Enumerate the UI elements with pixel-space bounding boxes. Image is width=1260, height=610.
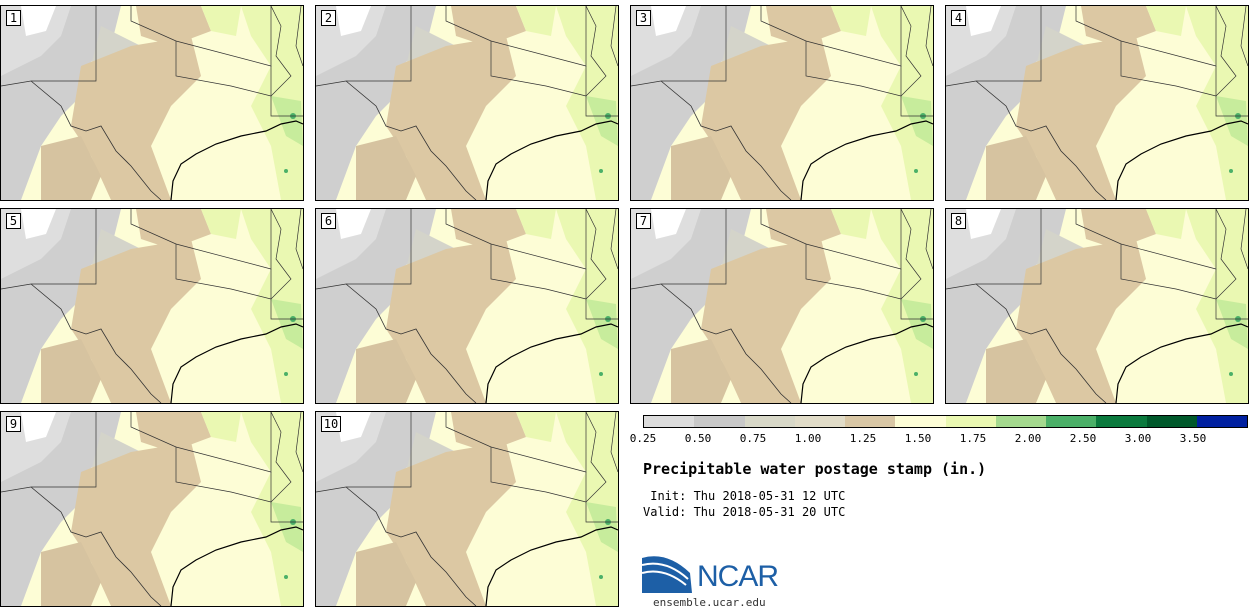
panel-3: 3 (630, 5, 934, 201)
panel-map (1, 6, 303, 200)
panel-number: 10 (321, 416, 341, 432)
valid-time: Valid: Thu 2018-05-31 20 UTC (643, 505, 846, 519)
colorbar-tick-label: 3.50 (1179, 432, 1207, 445)
ncar-logo-icon (642, 556, 692, 593)
colorbar-swatch (845, 416, 896, 427)
panel-map (1, 209, 303, 403)
panel-map (631, 209, 933, 403)
init-time: Init: Thu 2018-05-31 12 UTC (643, 489, 846, 503)
colorbar-tick-label: 1.00 (794, 432, 822, 445)
panel-10: 10 (315, 411, 619, 607)
colorbar-swatch (995, 416, 1046, 427)
panel-map (946, 209, 1248, 403)
panel-number: 5 (6, 213, 21, 229)
colorbar-swatch (1146, 416, 1197, 427)
colorbar-swatch (895, 416, 946, 427)
colorbar-tick-label: 1.75 (959, 432, 987, 445)
panel-number: 4 (951, 10, 966, 26)
panel-map (631, 6, 933, 200)
panel-7: 7 (630, 208, 934, 404)
colorbar-tick-label: 2.50 (1069, 432, 1097, 445)
colorbar-swatch (644, 416, 695, 427)
panel-number: 3 (636, 10, 651, 26)
panel-number: 6 (321, 213, 336, 229)
colorbar-tick-label: 0.75 (739, 432, 767, 445)
panel-map (1, 412, 303, 606)
colorbar-swatch (694, 416, 745, 427)
colorbar-ticks: 0.25 0.50 0.75 1.00 1.25 1.50 1.75 2.00 2.50 3.00… (630, 432, 1248, 446)
panel-number: 8 (951, 213, 966, 229)
panel-number: 1 (6, 10, 21, 26)
panel-map (946, 6, 1248, 200)
colorbar-tick-label: 1.50 (904, 432, 932, 445)
colorbar-swatch (744, 416, 795, 427)
panel-6: 6 (315, 208, 619, 404)
panel-9: 9 (0, 411, 304, 607)
logo-text: NCAR (697, 560, 779, 593)
panel-map (316, 6, 618, 200)
colorbar (643, 415, 1248, 428)
panel-8: 8 (945, 208, 1249, 404)
colorbar-swatch (794, 416, 845, 427)
panel-map (316, 209, 618, 403)
panel-number: 7 (636, 213, 651, 229)
colorbar-swatch (1096, 416, 1147, 427)
panel-number: 9 (6, 416, 21, 432)
colorbar-swatch (1046, 416, 1097, 427)
panel-map (316, 412, 618, 606)
colorbar-tick-label: 0.50 (684, 432, 712, 445)
panel-number: 2 (321, 10, 336, 26)
colorbar-tick-label: 2.00 (1014, 432, 1042, 445)
panel-1: 1 (0, 5, 304, 201)
colorbar-swatch (1196, 416, 1247, 427)
panel-5: 5 (0, 208, 304, 404)
panel-4: 4 (945, 5, 1249, 201)
colorbar-tick-label: 0.25 (629, 432, 657, 445)
panel-2: 2 (315, 5, 619, 201)
colorbar-tick-label: 1.25 (849, 432, 877, 445)
colorbar-tick-label: 3.00 (1124, 432, 1152, 445)
page-title: Precipitable water postage stamp (in.) (643, 460, 987, 478)
site-url: ensemble.ucar.edu (653, 596, 766, 609)
colorbar-swatch (945, 416, 996, 427)
